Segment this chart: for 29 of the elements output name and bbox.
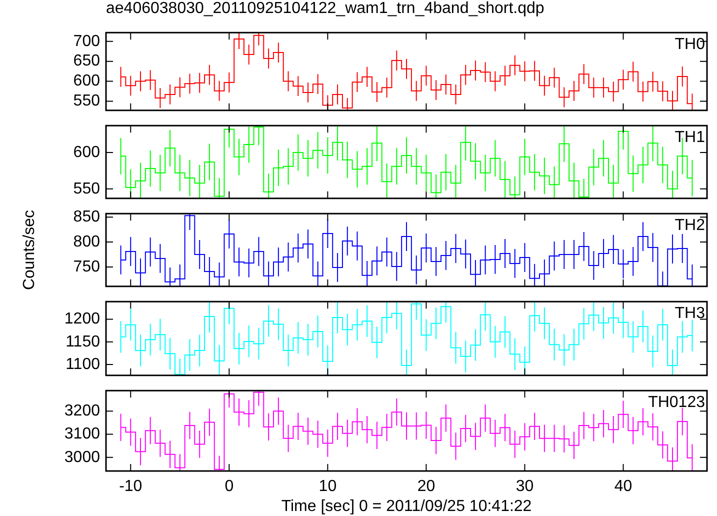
x-tick-label: 20 xyxy=(417,478,436,496)
x-tick-label: 30 xyxy=(516,478,534,496)
series-label: TH2 xyxy=(674,217,706,234)
y-tick-label: 750 xyxy=(73,258,100,276)
y-tick-label: 650 xyxy=(73,52,100,70)
y-tick-label: 800 xyxy=(73,233,100,250)
x-tick-label: -10 xyxy=(119,478,142,496)
series-label: TH0123 xyxy=(648,394,706,412)
x-tick-label: 10 xyxy=(318,478,337,496)
y-tick-label: 3100 xyxy=(64,426,100,443)
y-tick-label: 1150 xyxy=(66,333,100,350)
y-tick-label: 850 xyxy=(73,208,100,226)
y-tick-label: 600 xyxy=(73,72,100,90)
y-tick-label: 600 xyxy=(73,144,100,161)
y-tick-label: 1200 xyxy=(64,310,100,328)
series-label: TH1 xyxy=(674,129,706,146)
y-tick-label: 3200 xyxy=(64,402,100,420)
x-tick-label: 40 xyxy=(614,478,632,496)
y-tick-label: 550 xyxy=(73,92,100,110)
x-axis-title: Time [sec] 0 = 2011/09/25 10:41:22 xyxy=(281,498,532,515)
series-label: TH3 xyxy=(674,305,706,322)
y-tick-label: 550 xyxy=(73,180,100,198)
chart-title: ae406038030_20110925104122_wam1_trn_4band_short.qdp xyxy=(106,0,544,18)
series-label: TH0 xyxy=(674,36,706,54)
y-tick-label: 3000 xyxy=(64,448,100,466)
y-tick-label: 1100 xyxy=(66,356,100,373)
x-tick-label: 0 xyxy=(224,478,234,496)
y-axis-title: Counts/sec xyxy=(21,210,38,290)
y-tick-label: 700 xyxy=(73,32,100,50)
